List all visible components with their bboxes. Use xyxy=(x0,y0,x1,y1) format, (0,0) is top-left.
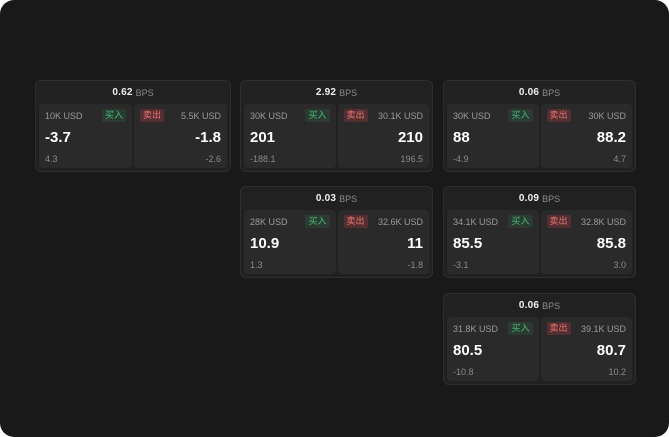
ask-button[interactable]: 卖出 5.5K USD -1.8 -2.6 xyxy=(134,104,227,168)
sell-chip[interactable]: 卖出 xyxy=(546,109,571,122)
ask-delta: 196.5 xyxy=(400,154,423,164)
spread-header: 0.09 BPS xyxy=(447,187,632,210)
bid-size: 28K USD xyxy=(250,216,288,227)
bid-button[interactable]: 28K USD 买入 10.9 1.3 xyxy=(244,210,336,274)
ask-size: 30.1K USD xyxy=(377,110,423,121)
spread-header: 0.03 BPS xyxy=(244,187,429,210)
ask-delta: -2.6 xyxy=(205,154,221,164)
bid-price: 10.9 xyxy=(250,234,280,252)
spread-value: 0.03 xyxy=(315,193,337,204)
quote-card-6: 0.06 BPS 31.8K USD 买入 80.5 -10.8 卖出 39.1… xyxy=(443,293,636,385)
bid-price: 80.5 xyxy=(453,341,483,359)
spread-value: 0.06 xyxy=(518,87,540,98)
spread-unit: BPS xyxy=(542,87,561,98)
quote-card-1: 0.62 BPS 10K USD 买入 -3.7 4.3 卖出 5.5K USD… xyxy=(35,80,231,172)
ask-button[interactable]: 卖出 30.1K USD 210 196.5 xyxy=(337,104,429,168)
ask-delta: -1.8 xyxy=(407,260,423,270)
bid-price: 85.5 xyxy=(453,234,483,252)
buy-chip[interactable]: 买入 xyxy=(508,322,533,335)
buy-chip[interactable]: 买入 xyxy=(101,109,126,122)
bid-size: 30K USD xyxy=(453,110,491,121)
spread-value: 2.92 xyxy=(315,87,337,98)
ask-button[interactable]: 卖出 39.1K USD 80.7 10.2 xyxy=(540,317,632,381)
buy-chip[interactable]: 买入 xyxy=(305,109,330,122)
bid-button[interactable]: 10K USD 买入 -3.7 4.3 xyxy=(39,104,132,168)
spread-value: 0.09 xyxy=(518,193,540,204)
spread-value: 0.62 xyxy=(112,87,133,98)
spread-unit: BPS xyxy=(339,193,358,204)
sell-chip[interactable]: 卖出 xyxy=(546,215,571,228)
buy-chip[interactable]: 买入 xyxy=(305,215,330,228)
bid-delta: 4.3 xyxy=(45,154,58,164)
ask-size: 5.5K USD xyxy=(180,110,221,121)
ask-price: 11 xyxy=(407,234,423,252)
spread-unit: BPS xyxy=(542,193,561,204)
ask-size: 39.1K USD xyxy=(580,323,626,334)
sell-chip[interactable]: 卖出 xyxy=(140,109,165,122)
bid-delta: -4.9 xyxy=(453,154,469,164)
bid-price: 88 xyxy=(453,128,470,146)
buy-chip[interactable]: 买入 xyxy=(508,109,533,122)
sell-chip[interactable]: 卖出 xyxy=(343,215,368,228)
spread-header: 2.92 BPS xyxy=(244,81,429,104)
ask-price: -1.8 xyxy=(195,128,221,146)
bid-button[interactable]: 30K USD 买入 201 -188.1 xyxy=(244,104,336,168)
ask-size: 30K USD xyxy=(588,110,626,121)
ask-button[interactable]: 卖出 32.6K USD 11 -1.8 xyxy=(337,210,429,274)
ask-price: 88.2 xyxy=(596,128,626,146)
bid-button[interactable]: 30K USD 买入 88 -4.9 xyxy=(447,104,539,168)
spread-header: 0.06 BPS xyxy=(447,81,632,104)
sell-chip[interactable]: 卖出 xyxy=(343,109,368,122)
quote-card-3: 0.06 BPS 30K USD 买入 88 -4.9 卖出 30K USD 8… xyxy=(443,80,636,172)
sell-chip[interactable]: 卖出 xyxy=(546,322,571,335)
ask-delta: 10.2 xyxy=(608,367,626,377)
spread-header: 0.06 BPS xyxy=(447,294,632,317)
bid-size: 31.8K USD xyxy=(453,323,499,334)
spread-value: 0.06 xyxy=(518,300,540,311)
bid-price: -3.7 xyxy=(45,128,71,146)
ask-size: 32.6K USD xyxy=(377,216,423,227)
spread-unit: BPS xyxy=(339,87,358,98)
bid-size: 30K USD xyxy=(250,110,288,121)
spread-unit: BPS xyxy=(135,87,154,98)
bid-delta: -3.1 xyxy=(453,260,469,270)
bid-delta: -10.8 xyxy=(453,367,474,377)
ask-button[interactable]: 卖出 32.8K USD 85.8 3.0 xyxy=(540,210,632,274)
ask-delta: 3.0 xyxy=(613,260,626,270)
ask-delta: 4.7 xyxy=(613,154,626,164)
ask-price: 80.7 xyxy=(596,341,626,359)
spread-header: 0.62 BPS xyxy=(39,81,227,104)
spread-unit: BPS xyxy=(542,300,561,311)
bid-button[interactable]: 34.1K USD 买入 85.5 -3.1 xyxy=(447,210,539,274)
bid-button[interactable]: 31.8K USD 买入 80.5 -10.8 xyxy=(447,317,539,381)
ask-size: 32.8K USD xyxy=(580,216,626,227)
bid-delta: -188.1 xyxy=(250,154,276,164)
bid-price: 201 xyxy=(250,128,276,146)
buy-chip[interactable]: 买入 xyxy=(508,215,533,228)
quote-card-5: 0.09 BPS 34.1K USD 买入 85.5 -3.1 卖出 32.8K… xyxy=(443,186,636,278)
ask-price: 85.8 xyxy=(596,234,626,252)
ask-button[interactable]: 卖出 30K USD 88.2 4.7 xyxy=(540,104,632,168)
quote-card-2: 2.92 BPS 30K USD 买入 201 -188.1 卖出 30.1K … xyxy=(240,80,433,172)
quote-card-4: 0.03 BPS 28K USD 买入 10.9 1.3 卖出 32.6K US… xyxy=(240,186,433,278)
bid-size: 34.1K USD xyxy=(453,216,499,227)
bid-size: 10K USD xyxy=(45,110,83,121)
ask-price: 210 xyxy=(397,128,423,146)
bid-delta: 1.3 xyxy=(250,260,263,270)
